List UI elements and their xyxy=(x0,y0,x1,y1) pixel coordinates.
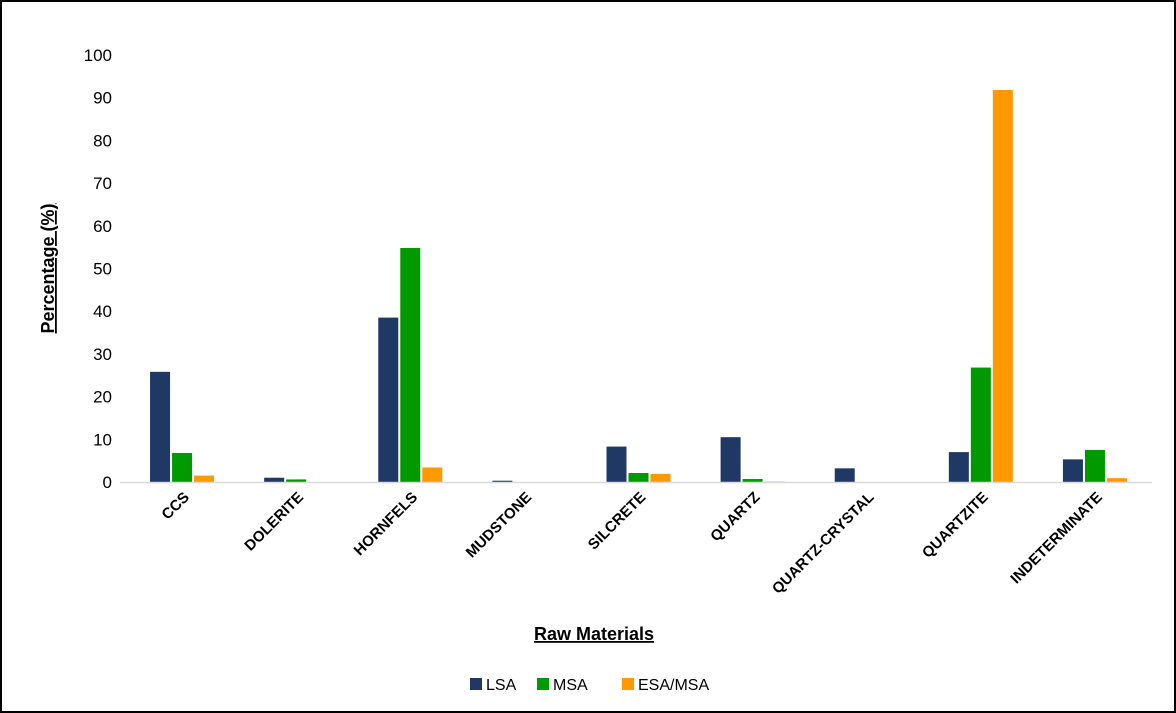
bar-esa-msa xyxy=(1106,478,1127,482)
bar-lsa xyxy=(834,468,855,482)
legend-label: LSA xyxy=(486,677,517,694)
y-tick-label: 10 xyxy=(93,430,112,449)
bar-esa-msa xyxy=(194,475,215,482)
bar-lsa xyxy=(720,437,741,482)
legend: LSA MSA ESA/MSA xyxy=(470,677,709,694)
bar-lsa xyxy=(378,317,399,482)
bar-lsa xyxy=(492,480,513,482)
y-tick-label: 100 xyxy=(84,46,112,65)
bar-esa-msa xyxy=(650,473,671,482)
legend-swatch xyxy=(537,678,549,690)
y-tick-label: 80 xyxy=(93,131,112,150)
y-tick-label: 0 xyxy=(103,473,112,492)
bar-msa xyxy=(172,452,193,482)
y-axis-ticks: 0 10 20 30 40 50 60 70 80 90 100 xyxy=(84,46,112,492)
bar-msa xyxy=(286,479,307,482)
bar-lsa xyxy=(264,477,285,482)
y-tick-label: 70 xyxy=(93,174,112,193)
y-tick-label: 50 xyxy=(93,260,112,279)
y-tick-label: 40 xyxy=(93,302,112,321)
bar-msa xyxy=(1084,449,1105,482)
bar-lsa xyxy=(150,371,171,482)
bar-esa-msa xyxy=(992,90,1013,482)
y-tick-label: 20 xyxy=(93,388,112,407)
bar-msa xyxy=(742,479,763,482)
bar-lsa xyxy=(606,446,627,482)
y-axis-title: Percentage (%) xyxy=(38,203,58,333)
legend-swatch xyxy=(622,678,634,690)
y-tick-label: 30 xyxy=(93,345,112,364)
bar-msa xyxy=(400,248,421,482)
legend-label: ESA/MSA xyxy=(638,677,709,694)
bar-msa xyxy=(970,367,991,482)
bar-lsa xyxy=(1062,459,1083,482)
bar-lsa xyxy=(948,452,969,482)
bar-msa xyxy=(628,473,649,482)
bars xyxy=(150,90,1127,482)
y-tick-label: 90 xyxy=(93,89,112,108)
x-axis-title: Raw Materials xyxy=(534,624,654,644)
bar-esa-msa xyxy=(422,467,443,482)
legend-swatch xyxy=(470,678,482,690)
y-tick-label: 60 xyxy=(93,217,112,236)
legend-label: MSA xyxy=(553,677,588,694)
